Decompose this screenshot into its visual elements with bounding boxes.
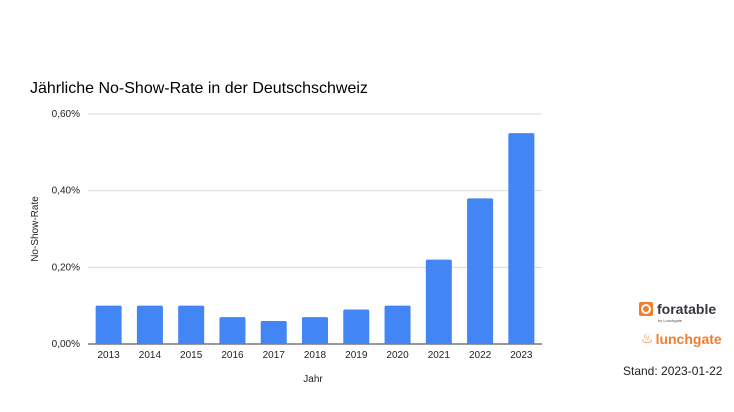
bar-2020 (384, 305, 411, 344)
bar-2013 (95, 305, 122, 344)
y-tick-label: 0,40% (52, 186, 80, 197)
x-axis-label: Jahr (303, 374, 323, 385)
bar-2023 (508, 133, 535, 344)
x-tick-label: 2021 (428, 350, 451, 361)
x-tick-label: 2022 (469, 350, 492, 361)
x-tick-label: 2018 (304, 350, 327, 361)
chart-title: Jährliche No-Show-Rate in der Deutschsch… (30, 80, 368, 97)
x-tick-label: 2019 (345, 350, 368, 361)
x-tick-label: 2015 (180, 350, 203, 361)
bar-2022 (467, 198, 494, 344)
lunchgate-logo: ♨ lunchgate (641, 330, 722, 347)
x-tick-label: 2017 (263, 350, 286, 361)
foratable-icon (639, 302, 653, 316)
bar-2016 (219, 317, 246, 344)
x-tick-label: 2013 (98, 350, 121, 361)
bar-2018 (302, 317, 328, 344)
lunchgate-name: lunchgate (655, 330, 722, 347)
bar-2019 (343, 309, 370, 344)
bar-2014 (136, 305, 163, 344)
y-axis-label: No-Show-Rate (30, 196, 41, 262)
x-tick-label: 2016 (221, 350, 244, 361)
bar-2021 (425, 259, 452, 344)
bar-2015 (178, 305, 205, 344)
x-tick-label: 2020 (386, 350, 409, 361)
foratable-name: foratable (657, 301, 717, 317)
bar-2017 (260, 321, 287, 344)
date-stamp: Stand: 2023-01-22 (623, 364, 723, 378)
x-tick-label: 2014 (139, 350, 162, 361)
foratable-sub: by Lunchgate (658, 318, 683, 323)
foratable-logo: foratable (639, 301, 716, 317)
y-tick-label: 0,60% (52, 109, 80, 120)
y-tick-label: 0,00% (52, 339, 80, 350)
x-tick-label: 2023 (510, 350, 533, 361)
y-tick-label: 0,20% (52, 262, 80, 273)
chef-hat-icon: ♨ (641, 330, 654, 346)
